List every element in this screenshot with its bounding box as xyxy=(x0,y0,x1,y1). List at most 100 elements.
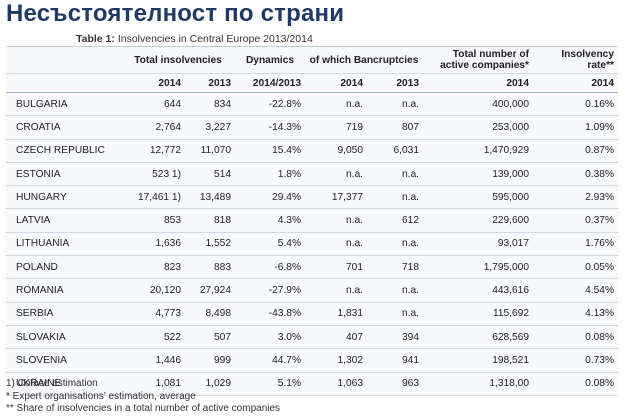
value-cell: 5.4% xyxy=(235,232,306,257)
value-cell: 823 xyxy=(121,255,185,280)
value-cell: 2.93% xyxy=(533,185,619,210)
value-cell: 1.09% xyxy=(533,115,619,140)
header-row-groups: Total insolvencies Dynamics of which Ban… xyxy=(6,47,618,74)
country-cell: HUNGARY xyxy=(6,185,121,210)
country-cell: SLOVENIA xyxy=(6,348,121,373)
caption-text: Insolvencies in Central Europe 2013/2014 xyxy=(114,33,313,45)
country-cell: CROATIA xyxy=(6,115,121,140)
footnote: ** Share of insolvencies in a total numb… xyxy=(6,403,281,414)
value-cell: 115,692 xyxy=(423,302,534,326)
value-cell: 963 xyxy=(367,372,424,396)
value-cell: 644 xyxy=(121,92,185,117)
value-cell: 1,081 xyxy=(121,372,185,396)
value-cell: 2,764 xyxy=(121,115,185,140)
header-bancruptcies: of which Bancruptcies xyxy=(309,54,419,66)
table-row: HUNGARY 17,461 1) 13,489 29.4% 17,377 n.a. 595… xyxy=(6,185,619,210)
footnote: 1) Coface estimation xyxy=(6,378,98,389)
value-cell: 0.73% xyxy=(533,348,619,373)
header-active-companies: Total number of active companies* xyxy=(423,47,533,74)
value-cell: 407 xyxy=(305,325,368,350)
header-insolvency-rate-line1: Insolvency xyxy=(561,49,615,60)
value-cell: 0.08% xyxy=(533,325,619,350)
header-year: 2013 xyxy=(367,73,424,93)
country-cell: BULGARIA xyxy=(6,92,121,117)
value-cell: 6,031 xyxy=(367,139,424,163)
value-cell: 1,302 xyxy=(305,348,368,373)
header-year: 2013 xyxy=(185,73,236,93)
value-cell: n.a. xyxy=(367,162,424,187)
value-cell: 818 xyxy=(185,208,236,233)
value-cell: 93,017 xyxy=(423,232,534,257)
value-cell: 1,470,929 xyxy=(423,139,534,163)
value-cell: 9,050 xyxy=(305,139,368,163)
value-cell: 0.16% xyxy=(533,92,619,117)
value-cell: 719 xyxy=(305,115,368,140)
value-cell: -14.3% xyxy=(235,115,306,140)
value-cell: 4.13% xyxy=(533,302,619,326)
table-row: UKRAINE 1,081 1,029 5.1% 1,063 963 1,318,00 0.0… xyxy=(6,372,619,396)
value-cell: 11,070 xyxy=(185,139,236,163)
value-cell: n.a. xyxy=(305,162,368,187)
table-row: CZECH REPUBLIC 12,772 11,070 15.4% 9,050 6,03… xyxy=(6,139,619,163)
value-cell: 8,498 xyxy=(185,302,236,326)
value-cell: 44.7% xyxy=(235,348,306,373)
value-cell: 4.3% xyxy=(235,208,306,233)
country-cell: CZECH REPUBLIC xyxy=(6,139,121,163)
value-cell: 0.38% xyxy=(533,162,619,187)
value-cell: n.a. xyxy=(305,92,368,117)
table-row: SLOVENIA 1,446 999 44.7% 1,302 941 198,521 0.73… xyxy=(6,348,619,373)
value-cell: 15.4% xyxy=(235,139,306,163)
value-cell: 0.87% xyxy=(533,139,619,163)
table-row: SERBIA 4,773 8,498 -43.8% 1,831 n.a. 115,692 4.… xyxy=(6,302,619,326)
value-cell: 1.76% xyxy=(533,232,619,257)
value-cell: 1,795,000 xyxy=(423,255,534,280)
value-cell: 4.54% xyxy=(533,278,619,303)
value-cell: 139,000 xyxy=(423,162,534,187)
value-cell: 5.1% xyxy=(235,372,306,396)
value-cell: 0.37% xyxy=(533,208,619,233)
value-cell: 514 xyxy=(185,162,236,187)
value-cell: n.a. xyxy=(367,92,424,117)
insolvency-table: Total insolvencies Dynamics of which Ban… xyxy=(6,47,619,396)
value-cell: 522 xyxy=(121,325,185,350)
table-row: LITHUANIA 1,636 1,552 5.4% n.a. n.a. 93,017 1.7… xyxy=(6,232,619,257)
table-row: SLOVAKIA 522 507 3.0% 407 394 628,569 0.08% xyxy=(6,325,619,350)
footnote: * Expert organisations' estimation, aver… xyxy=(6,390,196,402)
header-active-companies-line1: Total number of xyxy=(452,49,530,60)
header-dynamics: Dynamics xyxy=(245,54,295,66)
value-cell: 1.8% xyxy=(235,162,306,187)
value-cell: 718 xyxy=(367,255,424,280)
value-cell: 1,446 xyxy=(121,348,185,373)
country-cell: UKRAINE xyxy=(6,372,121,396)
value-cell: 507 xyxy=(185,325,236,350)
value-cell: 834 xyxy=(185,92,236,117)
value-cell: -43.8% xyxy=(235,302,306,326)
value-cell: 0.05% xyxy=(533,255,619,280)
value-cell: 253,000 xyxy=(423,115,534,140)
value-cell: n.a. xyxy=(305,278,368,303)
page-title: Несъстоятелност по страни xyxy=(6,0,345,27)
country-cell: SLOVAKIA xyxy=(6,325,121,350)
header-active-companies-line2: active companies* xyxy=(440,60,530,71)
value-cell: 17,461 1) xyxy=(121,185,185,210)
country-cell: ROMANIA xyxy=(6,278,121,303)
header-year-blank xyxy=(6,73,121,93)
table-row: BULGARIA 644 834 -22.8% n.a. n.a. 400,000 0.16% xyxy=(6,92,619,117)
country-cell: ESTONIA xyxy=(6,162,121,187)
footnotes: 1) Coface estimation * Expert organisati… xyxy=(6,378,280,416)
value-cell: 1,831 xyxy=(305,302,368,326)
country-cell: SERBIA xyxy=(6,302,121,326)
table-row: ESTONIA 523 1) 514 1.8% n.a. n.a. 139,000 0.38% xyxy=(6,162,619,187)
table-row: LATVIA 853 818 4.3% n.a. 612 229,600 0.37% xyxy=(6,208,619,233)
value-cell: 400,000 xyxy=(423,92,534,117)
table-body: BULGARIA 644 834 -22.8% n.a. n.a. 400,000 0.16%… xyxy=(6,92,619,396)
value-cell: n.a. xyxy=(305,232,368,257)
value-cell: 1,552 xyxy=(185,232,236,257)
value-cell: 701 xyxy=(305,255,368,280)
value-cell: n.a. xyxy=(367,185,424,210)
country-cell: POLAND xyxy=(6,255,121,280)
header-country xyxy=(6,47,121,74)
value-cell: 1,029 xyxy=(185,372,236,396)
value-cell: 17,377 xyxy=(305,185,368,210)
value-cell: 4,773 xyxy=(121,302,185,326)
